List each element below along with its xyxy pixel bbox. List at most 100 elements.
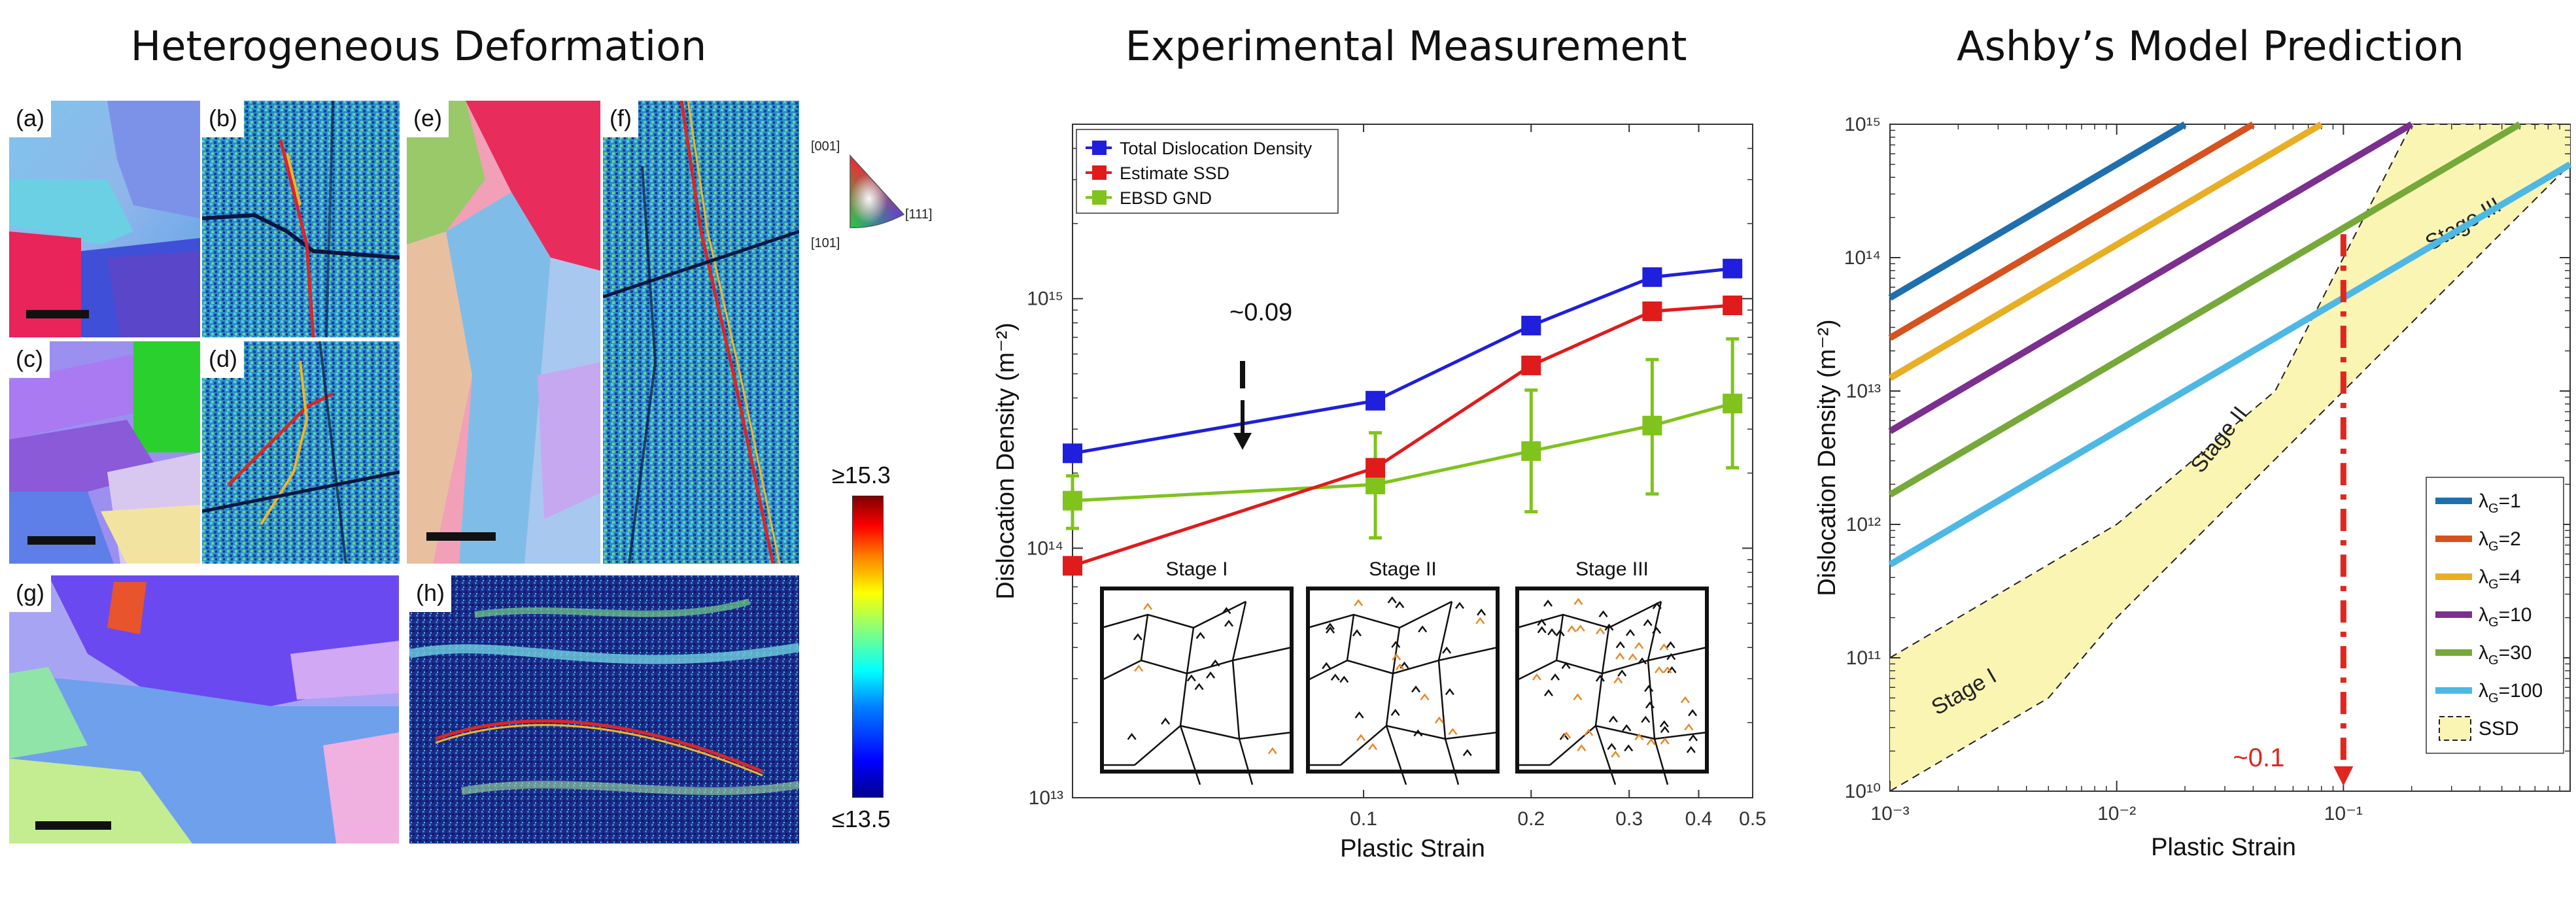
dislocation-symbol bbox=[1222, 607, 1231, 615]
dislocation-symbol-orange bbox=[1613, 676, 1623, 684]
dislocation-symbol-orange bbox=[1596, 627, 1606, 635]
legend-label: λG=30 bbox=[2479, 642, 2532, 668]
legend-label: SSD bbox=[2479, 718, 2519, 740]
dislocation-symbol bbox=[1354, 711, 1364, 719]
ipf-label-101: [101] bbox=[811, 236, 840, 250]
dislocation-symbol-orange bbox=[1684, 723, 1694, 731]
dislocation-symbol bbox=[1617, 669, 1627, 677]
x-tick-label: 0.5 bbox=[1739, 808, 1766, 830]
inset-title: Stage II bbox=[1369, 558, 1436, 580]
scale-bar-c bbox=[27, 536, 95, 545]
stage-inset: Stage II bbox=[1306, 558, 1500, 785]
dislocation-symbol bbox=[1598, 610, 1608, 618]
ipf-color-key: [001] [101] [111] bbox=[811, 139, 933, 250]
dislocation-symbol bbox=[1186, 674, 1196, 682]
ipf-map-e-image bbox=[407, 101, 600, 564]
strain-marker-arrowhead bbox=[2333, 766, 2354, 786]
data-point bbox=[1723, 394, 1743, 414]
dislocation-symbol bbox=[1390, 709, 1400, 716]
dislocation-symbol-orange bbox=[1575, 624, 1585, 632]
ipf-map-g-image bbox=[9, 575, 399, 843]
ipf-map-e: (e) bbox=[407, 101, 600, 564]
inset-frame bbox=[1100, 587, 1294, 774]
dislocation-symbol-orange bbox=[1143, 602, 1153, 610]
y-tick-label: 10¹⁵ bbox=[1844, 114, 1881, 135]
legend-label: Total Dislocation Density bbox=[1120, 139, 1313, 158]
panel-label-h: (h) bbox=[409, 575, 451, 612]
dislocation-symbol-orange bbox=[1577, 744, 1587, 752]
lambda-line bbox=[1888, 121, 2324, 381]
x-tick-label: 0.1 bbox=[1350, 808, 1377, 830]
dislocation-symbol bbox=[1133, 633, 1142, 641]
data-point bbox=[1365, 458, 1386, 478]
ipf-map-g: (g) bbox=[9, 575, 399, 843]
grain-boundaries bbox=[1517, 600, 1708, 785]
grain-boundaries bbox=[1307, 600, 1498, 785]
x-tick-label: 10⁻¹ bbox=[2324, 803, 2363, 825]
dislocation-symbol bbox=[1686, 745, 1696, 753]
legend-marker bbox=[1092, 141, 1107, 155]
dislocation-symbol bbox=[1411, 685, 1421, 693]
dislocation-symbol-orange bbox=[1573, 693, 1583, 701]
ipf-label-001: [001] bbox=[811, 139, 840, 154]
ipf-label-111: [111] bbox=[905, 207, 933, 222]
dislocation-symbol bbox=[1645, 701, 1655, 709]
dislocation-symbol bbox=[1391, 641, 1401, 648]
panel-label-b: (b) bbox=[202, 101, 244, 137]
dislocation-symbol bbox=[1387, 596, 1397, 604]
dislocation-symbol bbox=[1395, 601, 1405, 609]
legend-ssd-swatch bbox=[2439, 716, 2471, 741]
dislocation-symbol bbox=[1543, 600, 1553, 607]
dislocation-symbol-orange bbox=[1368, 743, 1378, 751]
lambda-line bbox=[1888, 121, 2522, 498]
legend: Total Dislocation Density Estimate SSD EBS… bbox=[1076, 129, 1339, 214]
dislocation-symbol bbox=[1445, 688, 1454, 696]
dislocation-symbol bbox=[1161, 717, 1171, 725]
x-axis-label-right: Plastic Strain bbox=[2151, 834, 2296, 861]
dislocation-symbol bbox=[1607, 743, 1617, 751]
dislocation-symbol bbox=[1418, 625, 1428, 633]
dislocation-symbol bbox=[1652, 602, 1662, 609]
dislocation-symbol-orange bbox=[1634, 733, 1644, 741]
data-point bbox=[1063, 443, 1082, 464]
data-point bbox=[1063, 490, 1082, 511]
legend-box bbox=[1076, 129, 1339, 214]
dislocation-symbol-orange bbox=[1611, 750, 1621, 758]
dislocation-symbol-orange bbox=[1562, 731, 1571, 739]
strain-marker-label: ~0.1 bbox=[2233, 743, 2284, 772]
panel-label-e: (e) bbox=[407, 101, 449, 137]
dislocation-symbol bbox=[1195, 632, 1205, 639]
dislocation-symbol bbox=[1643, 619, 1653, 626]
lambda-line bbox=[1888, 121, 2414, 434]
dislocation-symbol bbox=[1339, 675, 1349, 683]
dislocation-symbol bbox=[1660, 726, 1670, 734]
data-point bbox=[1723, 296, 1743, 316]
colorbar-min-label: ≤13.5 bbox=[832, 806, 891, 832]
lambda-line bbox=[1888, 121, 2187, 301]
dislocation-symbol-orange bbox=[1434, 716, 1444, 724]
dislocation-symbol bbox=[1555, 629, 1565, 637]
data-point bbox=[1521, 355, 1541, 375]
ssd-lower-bound bbox=[1889, 163, 2571, 792]
ssd-region bbox=[1890, 124, 2570, 791]
legend-label: λG=1 bbox=[2479, 490, 2521, 516]
panel-label-a: (a) bbox=[9, 101, 51, 137]
dislocation-symbol-orange bbox=[1584, 728, 1594, 736]
dislocation-symbol bbox=[1413, 729, 1423, 737]
dislocation-symbol bbox=[1659, 720, 1669, 728]
dislocation-symbol-orange bbox=[1420, 693, 1430, 701]
legend-marker bbox=[1092, 190, 1107, 205]
dislocation-symbol-orange bbox=[1475, 617, 1485, 624]
x-axis-label: Plastic Strain bbox=[1340, 835, 1485, 862]
dislocation-symbol bbox=[1442, 646, 1452, 654]
y-tick-label: 10¹¹ bbox=[1846, 647, 1881, 669]
experimental-chart: 0.1 0.2 0.3 0.4 0.5 10¹³ 10¹⁴ 10¹⁵ ~0.09 Total … bbox=[992, 124, 1766, 862]
panel-label-d: (d) bbox=[202, 341, 244, 378]
x-tick-label: 0.4 bbox=[1685, 808, 1713, 830]
dislocation-symbol bbox=[1666, 641, 1675, 649]
dislocation-symbol bbox=[1326, 626, 1335, 634]
y-tick-label: 10¹⁰ bbox=[1845, 781, 1881, 802]
dislocation-symbol bbox=[1666, 653, 1676, 660]
dislocation-symbol bbox=[1551, 673, 1560, 681]
